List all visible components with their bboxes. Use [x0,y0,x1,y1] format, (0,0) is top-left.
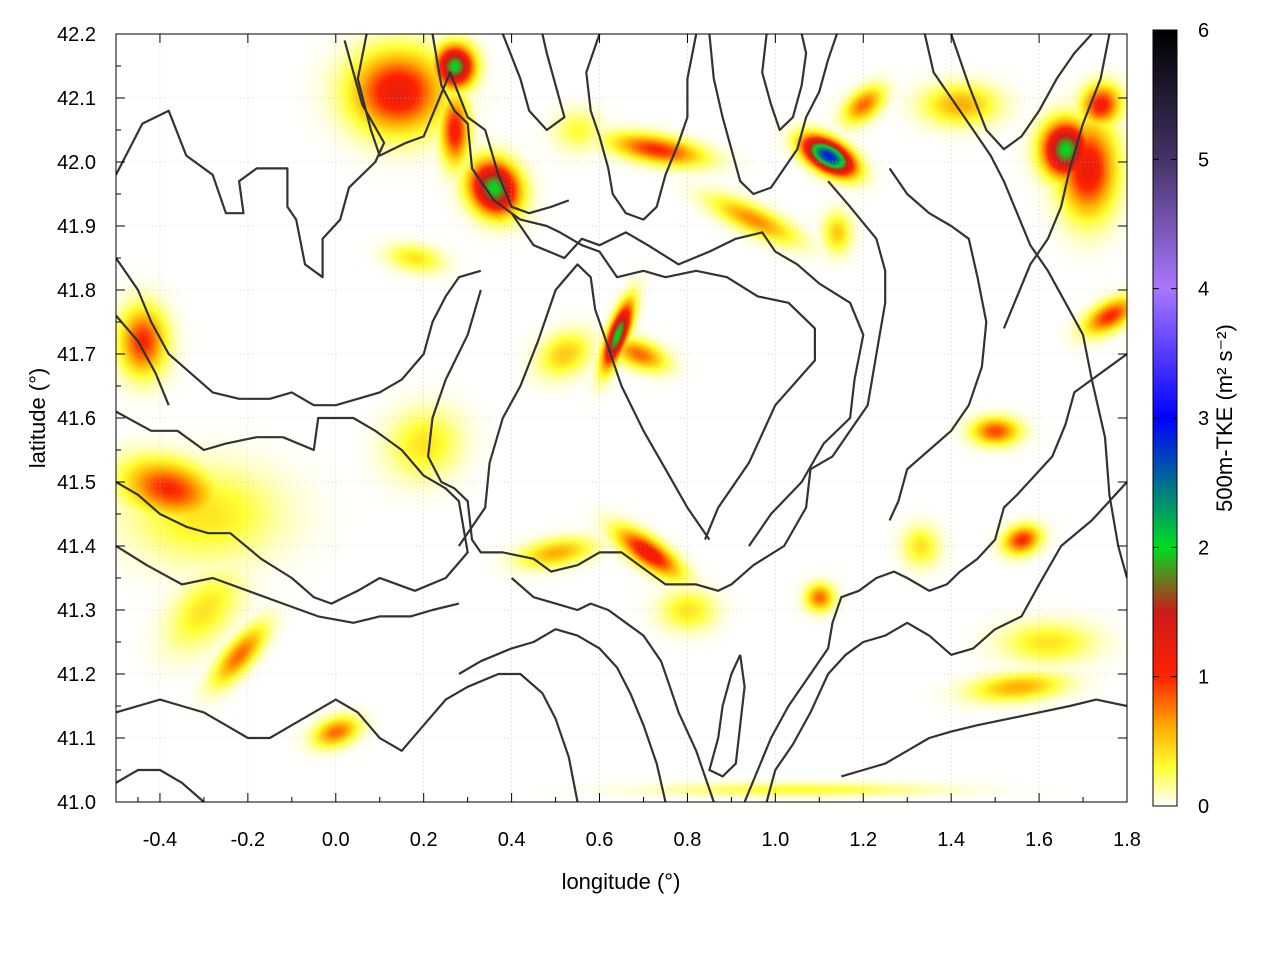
y-tick-label: 42.0 [57,152,96,174]
terrain-contour [888,167,988,521]
x-tick-label: -0.4 [143,829,177,851]
x-tick-label: 0.4 [498,829,526,851]
terrain-contour [761,34,808,132]
x-tick-label: 1.8 [1113,829,1141,851]
terrain-contour [950,34,1093,151]
colorbar-tick-label: 3 [1198,408,1209,430]
y-tick-label: 42.1 [57,88,96,110]
y-tick-label: 41.1 [57,728,96,750]
terrain-contour [116,314,170,406]
terrain-contour [116,257,482,407]
terrain-contour [585,34,698,221]
y-axis-label: latitude (°) [25,368,50,469]
colorbar-tick-label: 4 [1198,279,1209,301]
colorbar: 0 1 2 3 4 5 6 500m-TKE (m² s⁻²) [1152,20,1237,818]
y-tick-label: 41.9 [57,216,96,238]
x-axis-ticks: -0.4 -0.2 0.0 0.2 0.4 0.6 0.8 1.0 1.2 1.4 1.6 1.8 [137,34,1141,851]
terrain-contour [708,654,746,778]
y-tick-label: 41.3 [57,600,96,622]
y-tick-label: 42.2 [57,24,96,46]
terrain-contour [708,34,838,196]
y-tick-label: 41.4 [57,536,96,558]
terrain-contour [116,545,460,624]
terrain-contour [501,34,566,132]
terrain-contour [840,698,1127,778]
gridlines [116,34,1127,802]
colorbar-tick-label: 2 [1198,537,1209,559]
colorbar-tick-label: 6 [1198,20,1209,42]
x-tick-label: 1.0 [761,829,789,851]
x-tick-label: 0.6 [586,829,614,851]
x-axis-label: longitude (°) [562,869,681,894]
terrain-contour [457,263,711,547]
y-axis-ticks: 41.0 41.1 41.2 41.3 41.4 41.5 41.6 41.7 41.8 41.9… [57,24,1127,814]
terrain-contour [116,416,469,605]
x-tick-label: 0.2 [410,829,438,851]
terrain-contour [510,577,715,802]
x-tick-label: 1.2 [849,829,877,851]
y-tick-label: 41.8 [57,280,96,302]
terrain-contour [431,34,816,541]
colorbar-tick-label: 0 [1198,796,1209,818]
y-tick-label: 41.2 [57,664,96,686]
y-tick-label: 41.5 [57,472,96,494]
tke-raster [116,34,1127,802]
terrain-contours [116,34,1127,802]
x-tick-label: 0.0 [322,829,350,851]
terrain-contour [743,353,1127,802]
tke-field [116,34,1127,802]
terrain-contour [923,34,1127,579]
terrain-contour [1002,34,1111,329]
terrain-contour [116,40,386,279]
terrain-contour [510,212,865,547]
terrain-contour [765,481,1127,802]
colorbar-tick-label: 5 [1198,149,1209,171]
colorbar-ticks: 0 1 2 3 4 5 6 [1153,20,1209,818]
y-tick-label: 41.0 [57,792,96,814]
terrain-contour [116,672,579,802]
terrain-contour [116,768,205,802]
plot-area [116,34,1127,802]
x-tick-label: 1.4 [937,829,965,851]
y-tick-label: 41.7 [57,344,96,366]
terrain-contour [116,410,283,452]
terrain-contour [458,628,667,802]
x-tick-label: 0.8 [674,829,702,851]
colorbar-tick-label: 1 [1198,667,1209,689]
terrain-contour [427,180,887,592]
x-tick-label: -0.2 [231,829,265,851]
terrain-contour [356,34,570,215]
x-tick-label: 1.6 [1025,829,1053,851]
y-tick-label: 41.6 [57,408,96,430]
colorbar-label: 500m-TKE (m² s⁻²) [1212,324,1237,512]
